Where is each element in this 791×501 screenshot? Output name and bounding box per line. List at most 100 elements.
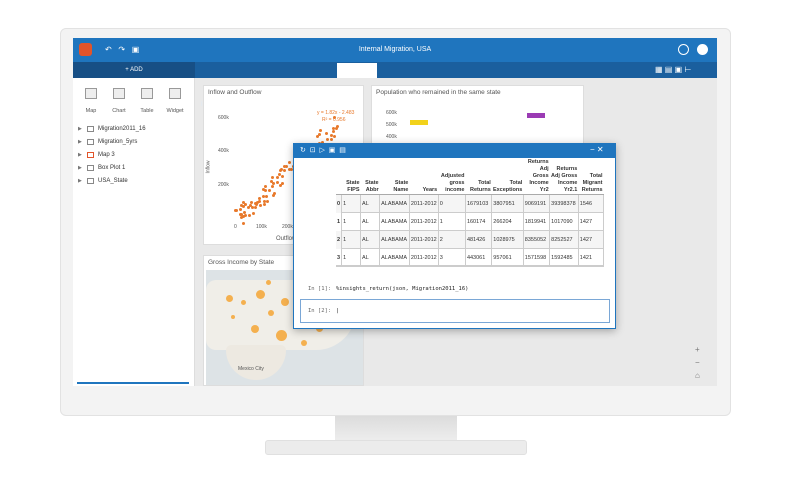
y-tick: 600k bbox=[386, 110, 397, 116]
scatter-dot bbox=[282, 165, 286, 169]
population-card: Population who remained in the same stat… bbox=[371, 85, 584, 145]
tool-label[interactable]: Chart bbox=[112, 108, 126, 114]
data-pane bbox=[73, 78, 195, 386]
tool-icon[interactable] bbox=[169, 88, 181, 99]
scatter-dot bbox=[265, 200, 269, 204]
scatter-dot bbox=[244, 203, 248, 207]
scatter-dot bbox=[332, 134, 336, 138]
cell-code: | bbox=[336, 308, 340, 314]
scatter-dot bbox=[262, 199, 266, 203]
map-bubble bbox=[231, 315, 235, 319]
dataset-name[interactable]: Migration2011_16 bbox=[98, 126, 146, 132]
map-bubble bbox=[276, 330, 287, 341]
table-cell: 2011-2012 bbox=[408, 230, 439, 249]
scatter-dot bbox=[241, 221, 245, 225]
scatter-dot bbox=[331, 129, 335, 133]
scatter-dot bbox=[270, 175, 274, 179]
add-button[interactable] bbox=[73, 62, 195, 78]
add-label[interactable]: + ADD bbox=[125, 67, 143, 73]
table-cell: 4 bbox=[438, 267, 465, 268]
scatter-dot bbox=[318, 129, 322, 133]
map-bubble bbox=[226, 295, 233, 302]
scatter-dot bbox=[239, 213, 243, 217]
table-cell: 2011-2012 bbox=[408, 248, 439, 265]
table-row: 41ALALABAMA2011-201242378155640541426743… bbox=[336, 267, 604, 268]
table-cell: AL bbox=[360, 248, 381, 265]
scatter-dot bbox=[267, 189, 271, 193]
scatter-dot bbox=[253, 202, 257, 206]
tool-icon[interactable] bbox=[113, 88, 125, 99]
card-title: Gross Income by State bbox=[208, 259, 275, 266]
box-plot bbox=[410, 120, 428, 125]
table-row: 1 1 AL ALABAMA 2011-2012 1 160174 266204 1819941… bbox=[336, 212, 604, 231]
dataset-name[interactable]: USA_State bbox=[98, 178, 128, 184]
table-cell: 39398378 bbox=[549, 194, 579, 213]
table-row: 2 1 AL ALABAMA 2011-2012 2 481426 1028975 835505… bbox=[336, 230, 604, 249]
scatter-dot bbox=[282, 168, 286, 172]
cell-code: %insights_return(json, Migration2011_16) bbox=[336, 286, 469, 292]
table-cell: ALABAMA bbox=[379, 248, 410, 265]
x-tick: 0 bbox=[234, 224, 237, 230]
scatter-dot bbox=[329, 137, 333, 141]
scatter-dot bbox=[242, 210, 246, 214]
notebook-header bbox=[294, 144, 615, 158]
y-tick: 400k bbox=[386, 134, 397, 140]
annotation: y = 1.82x - 2.483 bbox=[317, 110, 355, 116]
notebook-window: ↻ ⊡ ▷ ▣ ▤ − ✕ State FIPS State Abbr State … bbox=[293, 143, 616, 329]
expand-arrow: ▶ bbox=[78, 165, 82, 171]
table-cell: 481426 bbox=[464, 230, 493, 249]
scatter-dot bbox=[290, 168, 294, 172]
expand-arrow: ▶ bbox=[78, 139, 82, 145]
place-label: Mexico City bbox=[238, 366, 264, 372]
help-icon[interactable] bbox=[678, 44, 689, 55]
table-cell: 1427 bbox=[577, 212, 604, 231]
tool-icon[interactable] bbox=[141, 88, 153, 99]
input-cell[interactable] bbox=[300, 299, 610, 323]
table-cell: AL bbox=[360, 194, 381, 213]
tool-label[interactable]: Map bbox=[85, 108, 97, 114]
scatter-dot bbox=[257, 197, 261, 201]
dataset-icon bbox=[87, 126, 94, 132]
table-cell: 1017090 bbox=[549, 212, 579, 231]
scatter-dot bbox=[279, 169, 283, 173]
table-cell: 1421 bbox=[577, 248, 604, 265]
scatter-dot bbox=[264, 189, 268, 193]
data-table: State FIPS State Abbr State Name Years Adjus… bbox=[336, 159, 604, 268]
table-cell: 8355052 bbox=[522, 230, 551, 249]
tool-label[interactable]: Table bbox=[140, 108, 154, 114]
user-icon[interactable] bbox=[697, 44, 708, 55]
column-header: Total Migrant Returns bbox=[578, 159, 604, 195]
map-bubble bbox=[281, 298, 289, 306]
scatter-dot bbox=[280, 167, 284, 171]
table-cell: 9069191 bbox=[522, 194, 551, 213]
table-cell: 2258 bbox=[578, 267, 603, 268]
window-controls[interactable]: − ✕ bbox=[590, 145, 604, 154]
scatter-dot bbox=[263, 185, 267, 188]
scatter-dot bbox=[270, 185, 274, 189]
pane-divider bbox=[77, 382, 189, 384]
scatter-dot bbox=[272, 193, 276, 197]
scatter-dot bbox=[251, 206, 255, 210]
scatter-dot bbox=[333, 116, 337, 120]
table-cell: 1 bbox=[341, 248, 362, 265]
dataset-name[interactable]: Box Plot 1 bbox=[98, 165, 126, 171]
view-icons[interactable]: ▦ ▤ ▣ ⊢ bbox=[655, 65, 692, 74]
tool-label[interactable]: Widget bbox=[166, 108, 184, 114]
column-header: State FIPS bbox=[341, 159, 361, 195]
map-bubble bbox=[268, 310, 274, 316]
table-cell: AL bbox=[360, 212, 381, 231]
y-tick: 500k bbox=[386, 122, 397, 128]
table-row: 3 1 AL ALABAMA 2011-2012 3 443061 957061 1571598… bbox=[336, 248, 604, 265]
table-cell: 1592485 bbox=[549, 248, 579, 265]
undo-icons[interactable]: ↶ ↷ ▣ bbox=[105, 45, 140, 54]
table-cell: 3 bbox=[337, 254, 341, 261]
table-cell: 8252527 bbox=[549, 230, 579, 249]
dataset-icon bbox=[87, 178, 94, 184]
notebook-tools[interactable]: ↻ ⊡ ▷ ▣ ▤ bbox=[300, 147, 346, 154]
tool-icon[interactable] bbox=[85, 88, 97, 99]
zoom-controls[interactable]: + − ⌂ bbox=[695, 345, 700, 380]
dataset-name[interactable]: Map 3 bbox=[98, 152, 115, 158]
dataset-name[interactable]: Migration_5yrs bbox=[98, 139, 138, 145]
scatter-dot bbox=[254, 206, 258, 210]
table-cell: 1 bbox=[341, 212, 362, 231]
